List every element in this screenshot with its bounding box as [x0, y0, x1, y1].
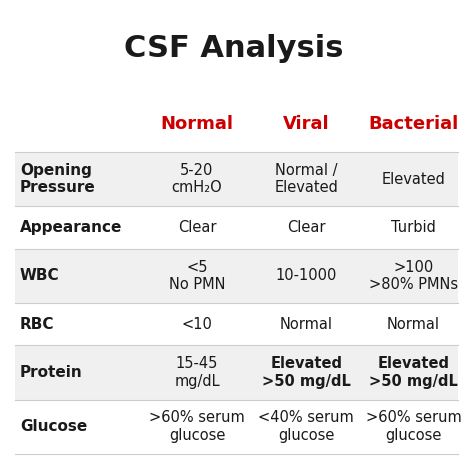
Text: Clear: Clear — [287, 220, 326, 235]
Text: WBC: WBC — [20, 268, 60, 283]
FancyBboxPatch shape — [15, 249, 458, 303]
Text: 5-20
cmH₂O: 5-20 cmH₂O — [172, 163, 222, 195]
Text: >60% serum
glucose: >60% serum glucose — [149, 410, 245, 443]
Text: Normal /
Elevated: Normal / Elevated — [274, 163, 338, 195]
Text: <5
No PMN: <5 No PMN — [169, 260, 225, 292]
Text: Normal: Normal — [160, 115, 233, 133]
Text: Elevated
>50 mg/dL: Elevated >50 mg/dL — [369, 356, 458, 389]
FancyBboxPatch shape — [15, 400, 458, 454]
Text: Appearance: Appearance — [20, 220, 122, 235]
Text: CSF Analysis: CSF Analysis — [125, 35, 344, 64]
Text: >100
>80% PMNs: >100 >80% PMNs — [369, 260, 458, 292]
Text: Opening
Pressure: Opening Pressure — [20, 163, 96, 195]
Text: Turbid: Turbid — [391, 220, 436, 235]
Text: Clear: Clear — [178, 220, 216, 235]
Text: Viral: Viral — [283, 115, 329, 133]
FancyBboxPatch shape — [15, 346, 458, 400]
Text: Elevated
>50 mg/dL: Elevated >50 mg/dL — [262, 356, 351, 389]
Text: >60% serum
glucose: >60% serum glucose — [365, 410, 461, 443]
Text: Glucose: Glucose — [20, 419, 87, 434]
FancyBboxPatch shape — [15, 303, 458, 346]
Text: <40% serum
glucose: <40% serum glucose — [258, 410, 354, 443]
Text: <10: <10 — [182, 317, 212, 332]
Text: Protein: Protein — [20, 365, 83, 380]
Text: 15-45
mg/dL: 15-45 mg/dL — [174, 356, 220, 389]
Text: Elevated: Elevated — [382, 172, 446, 187]
Text: Bacterial: Bacterial — [368, 115, 458, 133]
Text: Normal: Normal — [387, 317, 440, 332]
Text: RBC: RBC — [20, 317, 55, 332]
FancyBboxPatch shape — [15, 152, 458, 206]
Text: Normal: Normal — [280, 317, 333, 332]
FancyBboxPatch shape — [15, 206, 458, 249]
Text: 10-1000: 10-1000 — [276, 268, 337, 283]
